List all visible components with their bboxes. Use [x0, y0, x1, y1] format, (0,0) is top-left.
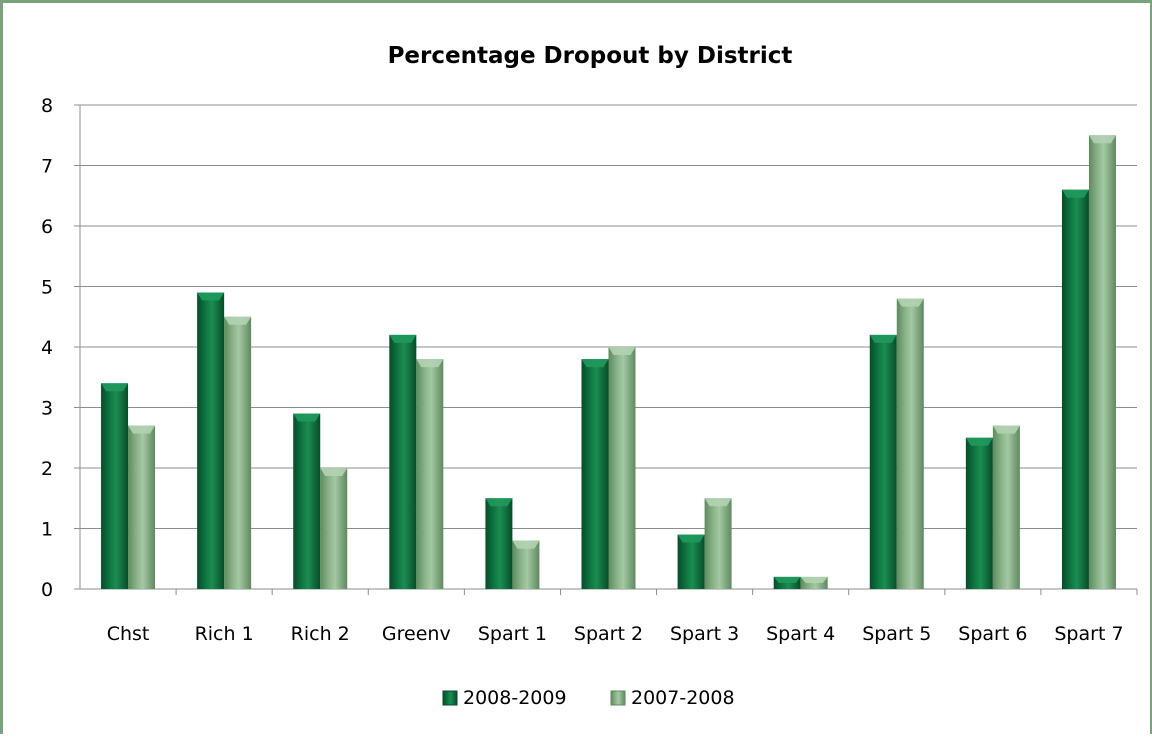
x-tick-label: Spart 7: [1054, 623, 1123, 645]
bar-rich-1-series-2: [224, 316, 252, 589]
bar-spart-6-series-1: [965, 437, 993, 589]
bar: [416, 359, 444, 589]
bar: [1061, 189, 1089, 589]
bar: [992, 425, 1020, 589]
y-tick-label: 5: [41, 277, 53, 299]
x-tick-label: Rich 1: [195, 623, 254, 645]
y-tick-label: 4: [41, 337, 53, 359]
bar-bevel: [1061, 189, 1089, 198]
bar-spart-1-series-1: [485, 498, 513, 589]
y-tick-label: 1: [41, 519, 53, 541]
bar: [293, 413, 321, 589]
bar-bevel: [869, 334, 897, 343]
bar: [197, 292, 225, 589]
bar-chart: Percentage Dropout by District 0 1 2 3 4 5 6 7 8…: [41, 43, 1138, 709]
bar-greenv-series-1: [389, 334, 417, 589]
x-tick-label: Spart 3: [670, 623, 739, 645]
bar-chst-series-1: [101, 383, 129, 589]
bar-bevel: [512, 540, 540, 549]
bar-rich-1-series-1: [197, 292, 225, 589]
bar-spart-2-series-1: [581, 359, 609, 589]
bar-bevel: [416, 359, 444, 368]
bar: [677, 534, 705, 589]
bar: [485, 498, 513, 589]
y-tick-label: 0: [41, 579, 53, 601]
x-tick-label: Spart 1: [478, 623, 547, 645]
bar: [965, 437, 993, 589]
bar: [704, 498, 732, 589]
bar-bevel: [485, 498, 513, 507]
bar: [224, 316, 252, 589]
bar: [869, 334, 897, 589]
y-tick-label: 2: [41, 458, 53, 480]
bar-bevel: [224, 316, 252, 325]
tick-labels: 0 1 2 3 4 5 6 7 8 Chst Rich 1 Rich 2 Greenv Spart 1 Sp…: [41, 95, 1124, 645]
bar-chst-series-2: [128, 425, 156, 589]
legend: 2008-2009 2007-2008: [442, 687, 735, 709]
bar: [896, 298, 924, 589]
bar: [389, 334, 417, 589]
bar-spart-7-series-1: [1061, 189, 1089, 589]
bar-bevel: [896, 298, 924, 307]
bar-bevel: [800, 576, 828, 583]
bar-bevel: [992, 425, 1020, 434]
bar-rich-2-series-2: [320, 468, 348, 589]
bar: [128, 425, 156, 589]
bar-bevel: [320, 468, 348, 476]
legend-label: 2007-2008: [631, 687, 735, 709]
bar: [512, 540, 540, 589]
legend-swatch: [442, 690, 458, 706]
bar-bevel: [773, 576, 801, 583]
bar-spart-5-series-1: [869, 334, 897, 589]
bar-spart-3-series-1: [677, 534, 705, 589]
bar: [1088, 135, 1116, 589]
y-tick-label: 8: [41, 95, 53, 117]
bar-spart-2-series-2: [608, 347, 636, 589]
bar-spart-4-series-2: [800, 576, 828, 589]
legend-swatch: [610, 690, 626, 706]
bar: [320, 468, 348, 589]
chart-title: Percentage Dropout by District: [388, 43, 793, 69]
bar-bevel: [101, 383, 129, 392]
bar-bevel: [965, 437, 993, 446]
bar-spart-5-series-2: [896, 298, 924, 589]
bar-bevel: [293, 413, 321, 422]
bar-spart-7-series-2: [1088, 135, 1116, 589]
y-tick-label: 3: [41, 398, 53, 420]
legend-label: 2008-2009: [463, 687, 567, 709]
y-tick-label: 7: [41, 156, 53, 178]
bar-bevel: [677, 534, 705, 543]
bars: [101, 135, 1116, 589]
bar-rich-2-series-1: [293, 413, 321, 589]
bar-spart-1-series-2: [512, 540, 540, 589]
x-tick-label: Spart 5: [862, 623, 931, 645]
x-tick-label: Spart 4: [766, 623, 835, 645]
bar-spart-3-series-2: [704, 498, 732, 589]
bar-bevel: [581, 359, 609, 368]
bar-bevel: [128, 425, 156, 434]
bar-bevel: [197, 292, 225, 301]
x-tick-label: Chst: [107, 623, 150, 645]
x-tick-label: Greenv: [382, 623, 451, 645]
bar-bevel: [704, 498, 732, 507]
bar-spart-4-series-1: [773, 576, 801, 589]
bar-bevel: [1088, 135, 1116, 144]
bar-bevel: [608, 347, 636, 355]
bar-greenv-series-2: [416, 359, 444, 589]
bar-spart-6-series-2: [992, 425, 1020, 589]
bar: [581, 359, 609, 589]
bar: [101, 383, 129, 589]
bar: [608, 347, 636, 589]
y-tick-label: 6: [41, 216, 53, 238]
x-tick-label: Rich 2: [291, 623, 350, 645]
x-tick-label: Spart 2: [574, 623, 643, 645]
x-tick-label: Spart 6: [958, 623, 1027, 645]
bar-bevel: [389, 334, 417, 343]
